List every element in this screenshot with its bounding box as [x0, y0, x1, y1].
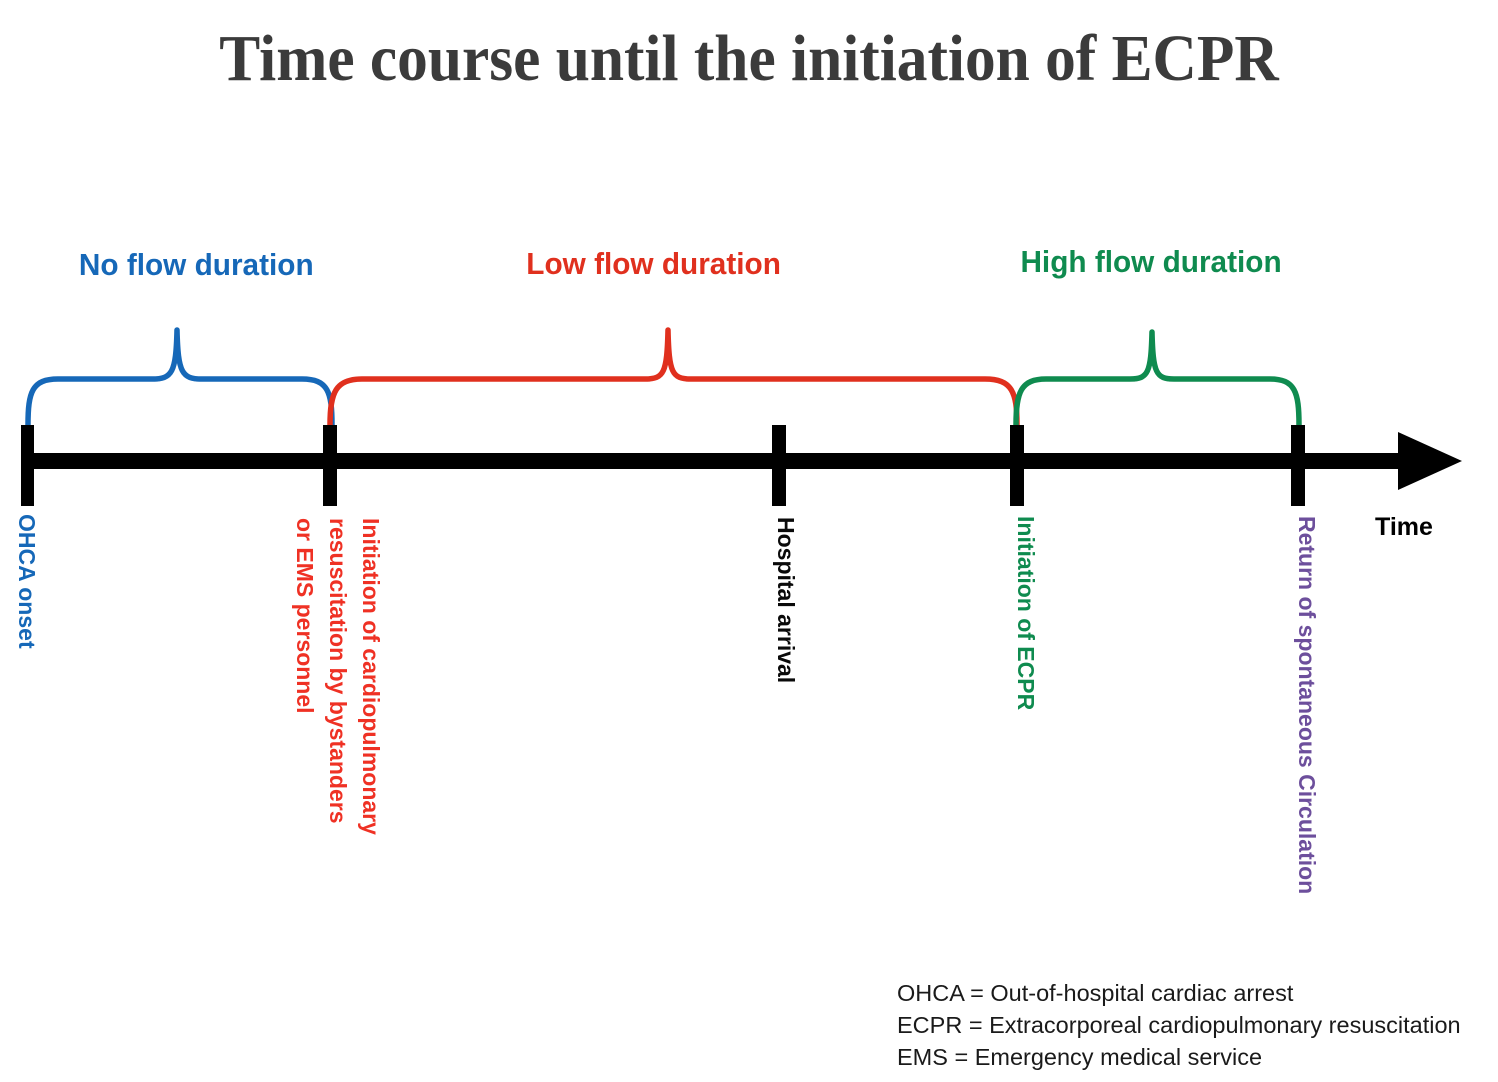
tick-ecpr-initiation	[1010, 425, 1024, 506]
event-label-hospital-arrival: Hospital arrival	[773, 517, 799, 684]
event-label-ohca-onset: OHCA onset	[14, 514, 40, 649]
phase-label-low-flow-duration: Low flow duration	[526, 246, 781, 281]
brace-low-flow	[327, 327, 1020, 428]
tick-cpr-initiation	[323, 425, 337, 506]
legend-line-ecpr: ECPR = Extracorporeal cardiopulmonary re…	[897, 1012, 1461, 1038]
phase-label-no-flow-duration: No flow duration	[78, 247, 314, 282]
axis-caption-time: Time	[1375, 513, 1433, 541]
event-label-return-of-spontaneous-circulation: Return of spontaneous Circulation	[1294, 516, 1320, 895]
event-label-ecpr-initiation: Initiation of ECPR	[1013, 516, 1039, 711]
brace-high-flow	[1013, 329, 1302, 428]
legend-line-ohca: OHCA = Out-of-hospital cardiac arrest	[897, 980, 1294, 1006]
event-label-cpr-initiation-line1: Initiation of cardiopulmonary	[358, 518, 384, 835]
timeline-arrowhead	[1398, 432, 1462, 490]
page-title: Time course until the initiation of ECPR	[219, 22, 1279, 95]
timeline-axis-line	[22, 453, 1412, 469]
tick-rosc	[1291, 425, 1305, 506]
tick-hospital-arrival	[772, 425, 786, 506]
phase-label-high-flow-duration: High flow duration	[1020, 244, 1282, 279]
abbreviation-legend: OHCA = Out-of-hospital cardiac arrest EC…	[897, 977, 1461, 1073]
event-label-cpr-initiation-line3: or EMS personnel	[292, 518, 318, 714]
brace-no-flow	[25, 327, 335, 428]
tick-ohca-onset	[21, 425, 34, 506]
event-label-cpr-initiation-line2: resuscitation by bystanders	[325, 518, 351, 824]
legend-line-ems: EMS = Emergency medical service	[897, 1044, 1263, 1070]
